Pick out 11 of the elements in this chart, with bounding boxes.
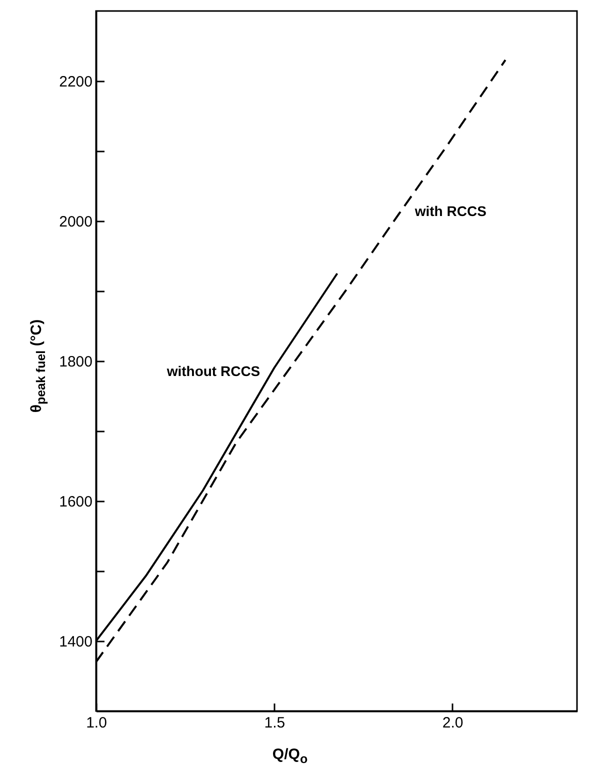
series-label: with RCCS <box>414 203 486 219</box>
series-label: without RCCS <box>166 363 260 379</box>
x-tick-label: 1.5 <box>264 714 286 732</box>
y-tick-label: 1400 <box>59 634 92 650</box>
x-tick-label: 2.0 <box>442 714 464 732</box>
y-tick-label: 1800 <box>59 354 92 370</box>
y-tick-label: 2200 <box>59 74 92 90</box>
y-tick-label: 1600 <box>59 494 92 510</box>
x-tick-label: 1.0 <box>86 714 107 732</box>
y-tick-label: 2000 <box>59 214 92 230</box>
x-axis-title: Q/Q$_{o}$ <box>272 746 308 766</box>
